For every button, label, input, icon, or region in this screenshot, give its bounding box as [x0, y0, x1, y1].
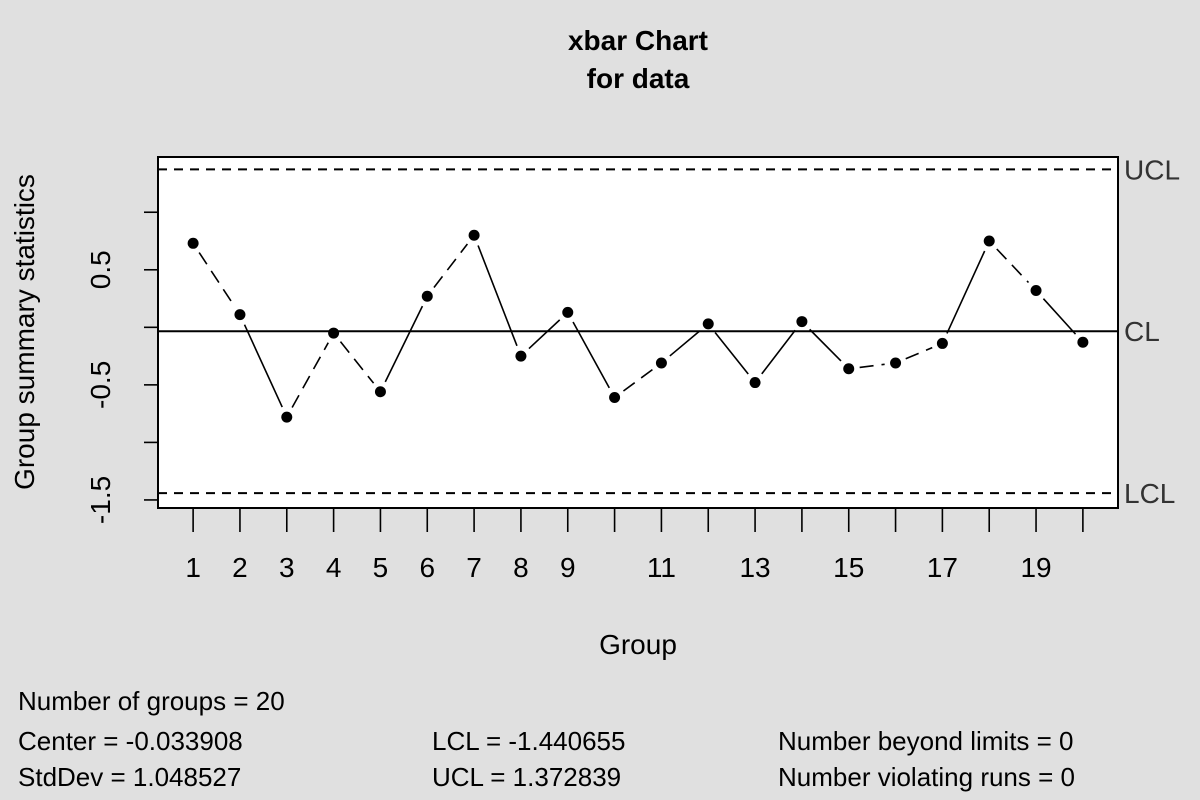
data-point: [374, 386, 386, 398]
x-tick-label: 2: [232, 552, 248, 583]
series-segment: [198, 252, 235, 306]
x-tick-label: 19: [1020, 552, 1051, 583]
x-tick-label: 11: [647, 552, 676, 583]
x-tick-label: 9: [560, 552, 576, 583]
series-segment: [477, 245, 518, 347]
data-point: [983, 235, 995, 247]
x-tick-label: 6: [419, 552, 435, 583]
series-segment: [291, 342, 329, 408]
series-segment: [572, 321, 610, 389]
data-point: [468, 229, 480, 241]
series-segment: [339, 341, 375, 384]
y-axis-label: Group summary statistics: [9, 174, 40, 490]
series-segment: [384, 305, 424, 383]
series-segment: [433, 243, 469, 289]
data-point: [328, 327, 340, 339]
x-tick-label: 4: [326, 552, 342, 583]
data-point: [515, 350, 527, 362]
cl-label: CL: [1124, 316, 1160, 347]
series-segment: [859, 363, 885, 369]
data-point: [234, 309, 246, 321]
stat-lcl: LCL = -1.440655: [432, 726, 626, 756]
chart-marks: UCL CL LCL 1 2 3 4 5 6 7 8 9 11 13 15 17 19 -1.5 -0.5 0.5: [85, 154, 1180, 583]
stat-beyond-limits: Number beyond limits = 0: [778, 726, 1074, 756]
data-point: [936, 337, 948, 349]
lcl-label: LCL: [1124, 478, 1175, 509]
x-tick-label: 5: [373, 552, 389, 583]
data-point: [421, 290, 433, 302]
x-axis-label: Group: [599, 629, 677, 660]
stat-stddev: StdDev = 1.048527: [18, 762, 242, 792]
chart-subtitle: for data: [587, 63, 690, 94]
stat-center: Center = -0.033908: [18, 726, 243, 756]
series-segment: [622, 368, 654, 392]
plot-area: [158, 157, 1118, 508]
chart-title: xbar Chart: [568, 25, 708, 56]
x-tick-label: 17: [927, 552, 958, 583]
series-segment: [905, 346, 933, 360]
data-point: [1030, 284, 1042, 296]
data-point: [187, 237, 199, 249]
y-tick-label: -0.5: [85, 361, 116, 409]
series-segment: [243, 324, 283, 408]
x-tick-label: 8: [513, 552, 529, 583]
series-segment: [528, 319, 561, 350]
stat-ucl: UCL = 1.372839: [432, 762, 622, 792]
x-tick-label: 7: [466, 552, 482, 583]
data-point: [890, 357, 902, 369]
series-segment: [714, 331, 749, 375]
y-tick-label: 0.5: [85, 250, 116, 289]
x-tick-label: 15: [833, 552, 864, 583]
plot-border: [157, 156, 1119, 509]
ucl-label: UCL: [1124, 154, 1180, 185]
series-segment: [761, 329, 796, 375]
x-tick-label: 1: [185, 552, 201, 583]
data-point: [749, 377, 761, 389]
x-tick-label: 3: [279, 552, 295, 583]
series-segment: [946, 250, 986, 334]
data-point: [562, 306, 574, 318]
data-point: [843, 363, 855, 375]
data-point: [1077, 336, 1089, 348]
series-segment: [996, 248, 1030, 284]
stat-violating-runs: Number violating runs = 0: [778, 762, 1075, 792]
data-point: [281, 411, 293, 423]
x-tick-label: 13: [739, 552, 770, 583]
series-segment: [1042, 298, 1077, 335]
stat-number-of-groups: Number of groups = 20: [18, 686, 285, 716]
data-point: [655, 357, 667, 369]
data-point: [796, 316, 808, 328]
data-point: [702, 318, 714, 330]
data-point: [609, 392, 621, 404]
series-segment: [809, 328, 842, 362]
y-tick-label: -1.5: [85, 476, 116, 524]
series-segment: [669, 330, 701, 357]
